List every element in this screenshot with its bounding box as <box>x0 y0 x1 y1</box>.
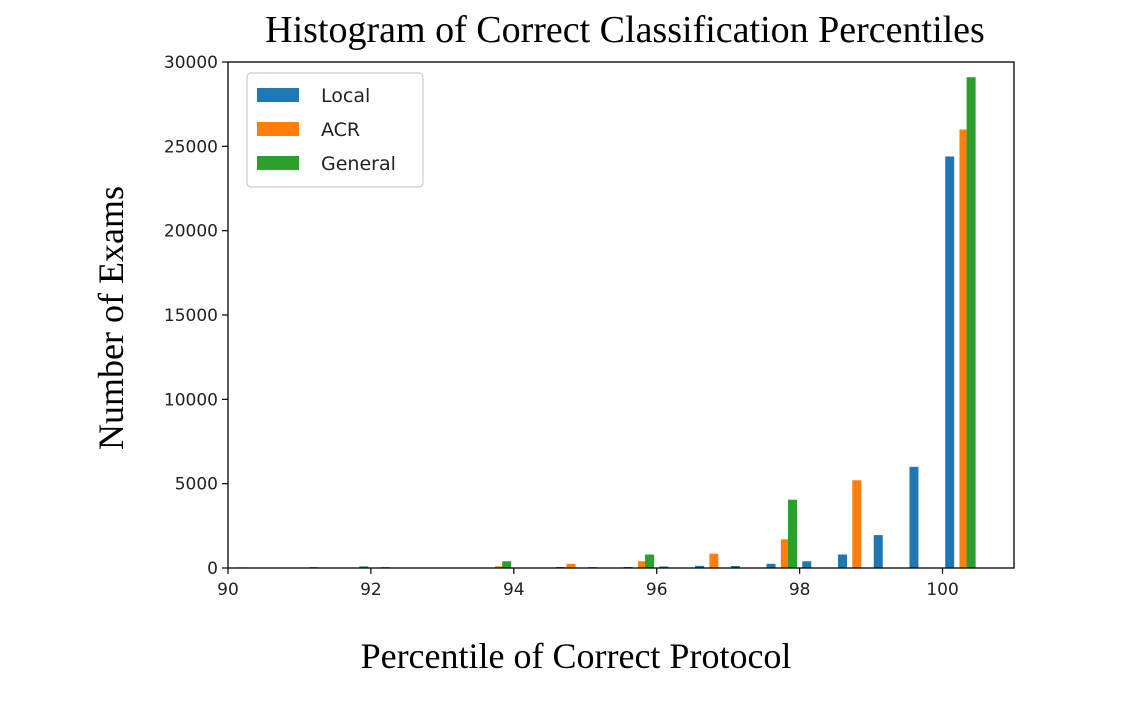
legend-label-acr: ACR <box>321 119 360 141</box>
legend-swatch-local <box>257 88 299 102</box>
bar-acr-6 <box>709 553 719 568</box>
x-tick-label: 100 <box>926 580 958 600</box>
bar-acr-9 <box>959 129 969 568</box>
legend-swatch-general <box>257 156 299 170</box>
y-axis-label: Number of Exams <box>91 186 131 450</box>
y-tick-label: 30000 <box>164 53 218 73</box>
x-tick-label: 94 <box>503 580 525 600</box>
bar-general-4 <box>966 77 976 569</box>
bar-general-1 <box>502 561 512 568</box>
bar-local-7 <box>802 561 812 568</box>
bar-acr-4 <box>566 563 576 568</box>
bar-acr-7 <box>780 539 790 568</box>
bar-general-3 <box>787 499 797 568</box>
bar-local-8 <box>838 554 848 568</box>
y-tick-label: 10000 <box>164 390 218 410</box>
x-tick-label: 90 <box>217 580 239 600</box>
y-tick-label: 5000 <box>175 475 218 495</box>
bar-local-10 <box>909 466 919 568</box>
bar-local-3 <box>659 566 669 568</box>
bar-general-2 <box>645 554 655 568</box>
x-tick-label: 92 <box>360 580 382 600</box>
y-tick-label: 15000 <box>164 306 218 326</box>
axes-layer: 90 92 94 96 98 100 0 5000 10000 15000 20000 25000 30… <box>164 53 1015 600</box>
x-axis-label: Percentile of Correct Protocol <box>361 636 792 676</box>
bar-acr-3 <box>495 566 505 568</box>
y-tick-label: 25000 <box>164 137 218 157</box>
bar-local-4 <box>695 565 705 568</box>
x-tick-label: 96 <box>646 580 668 600</box>
y-tick-label: 0 <box>207 559 218 579</box>
legend-label-general: General <box>321 153 396 175</box>
bar-acr-5 <box>637 561 647 568</box>
legend: Local ACR General <box>246 72 424 188</box>
bar-local-11 <box>945 156 955 568</box>
bar-local-6 <box>766 563 776 568</box>
bar-local-5 <box>730 565 740 568</box>
bar-acr-8 <box>852 480 862 568</box>
x-tick-label: 98 <box>789 580 811 600</box>
bar-general-0 <box>359 566 369 568</box>
chart-title: Histogram of Correct Classification Perc… <box>265 9 985 51</box>
y-tick-label: 20000 <box>164 222 218 242</box>
legend-swatch-acr <box>257 122 299 136</box>
legend-label-local: Local <box>321 85 370 107</box>
bar-local-9 <box>873 535 883 568</box>
bars-layer <box>237 77 976 569</box>
